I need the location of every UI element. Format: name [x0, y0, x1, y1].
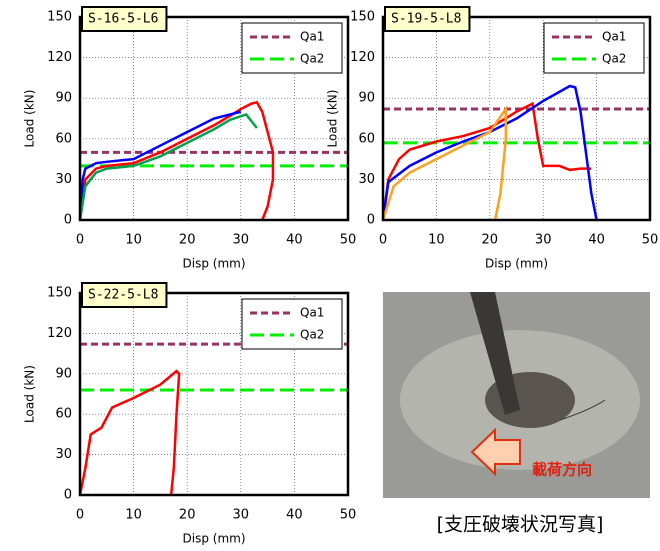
- legend-label: Qa1: [300, 30, 324, 44]
- y-tick-label: 150: [350, 10, 375, 25]
- x-tick-label: 10: [428, 233, 445, 248]
- x-axis-label: Disp (mm): [183, 532, 246, 546]
- x-tick-label: 30: [535, 233, 552, 248]
- legend-label: Qa2: [300, 52, 324, 66]
- chart-title: S-16-5-L6: [88, 12, 158, 27]
- y-tick-label: 120: [47, 326, 72, 341]
- x-tick-label: 20: [482, 233, 499, 248]
- figure: 載荷方向 [支圧破壊状況写真] 0 30 60 90 120 150 0 10 20 30 40 50…: [0, 0, 660, 551]
- chart-title: S-19-5-L8: [391, 12, 461, 27]
- legend-box: [544, 23, 644, 73]
- y-tick-label: 90: [358, 91, 375, 106]
- y-tick-label: 0: [64, 213, 72, 228]
- chart: 0 30 60 90 120 150 0 10 20 30 40 50 Disp (mm) Load (k…: [23, 283, 357, 546]
- y-tick-label: 120: [350, 50, 375, 65]
- photo: 載荷方向 [支圧破壊状況写真]: [383, 292, 650, 536]
- y-tick-label: 90: [55, 366, 72, 381]
- chart: 0 30 60 90 120 150 0 10 20 30 40 50 Disp (mm) Load (k…: [326, 7, 659, 271]
- y-tick-label: 30: [358, 172, 375, 187]
- y-tick-label: 60: [358, 131, 375, 146]
- y-tick-label: 60: [55, 407, 72, 422]
- photo-label: 載荷方向: [532, 461, 592, 479]
- legend-label: Qa2: [300, 328, 324, 342]
- series-line: [383, 104, 591, 220]
- y-tick-label: 120: [47, 50, 72, 65]
- x-tick-label: 40: [588, 233, 605, 248]
- x-tick-label: 0: [76, 233, 84, 248]
- x-axis-label: Disp (mm): [183, 257, 246, 271]
- chart: 0 30 60 90 120 150 0 10 20 30 40 50 Disp (mm) Load (k…: [23, 7, 357, 271]
- y-tick-label: 90: [55, 91, 72, 106]
- y-tick-label: 30: [55, 447, 72, 462]
- y-tick-label: 30: [55, 172, 72, 187]
- legend-label: Qa1: [602, 30, 626, 44]
- photo-caption: [支圧破壊状況写真]: [437, 514, 604, 536]
- legend-label: Qa2: [602, 52, 626, 66]
- y-axis-label: Load (kN): [23, 90, 37, 148]
- legend-box: [242, 23, 342, 73]
- y-tick-label: 150: [47, 10, 72, 25]
- y-axis-label: Load (kN): [326, 90, 340, 148]
- series-line: [383, 86, 597, 220]
- x-tick-label: 20: [179, 233, 196, 248]
- y-axis-label: Load (kN): [23, 365, 37, 423]
- x-tick-label: 10: [125, 508, 142, 523]
- x-tick-label: 20: [179, 508, 196, 523]
- x-tick-label: 0: [379, 233, 387, 248]
- x-tick-label: 30: [233, 508, 250, 523]
- x-axis-label: Disp (mm): [485, 257, 548, 271]
- chart-title: S-22-5-L8: [88, 288, 158, 303]
- x-tick-label: 30: [233, 233, 250, 248]
- x-tick-label: 40: [286, 508, 303, 523]
- x-tick-label: 0: [76, 508, 84, 523]
- y-tick-label: 150: [47, 286, 72, 301]
- y-tick-label: 60: [55, 131, 72, 146]
- x-tick-label: 50: [340, 233, 357, 248]
- legend-label: Qa1: [300, 306, 324, 320]
- y-tick-label: 0: [64, 488, 72, 503]
- series-line: [383, 109, 506, 220]
- y-tick-label: 0: [367, 213, 375, 228]
- x-tick-label: 50: [340, 508, 357, 523]
- x-tick-label: 50: [642, 233, 659, 248]
- x-tick-label: 10: [125, 233, 142, 248]
- legend-box: [242, 299, 342, 349]
- x-tick-label: 40: [286, 233, 303, 248]
